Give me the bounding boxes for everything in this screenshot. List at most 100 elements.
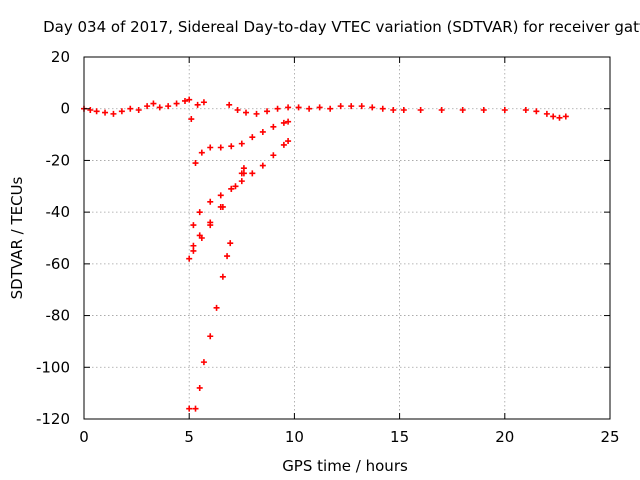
- data-point: [196, 384, 203, 391]
- data-point: [232, 183, 239, 190]
- y-axis-label: SDTVAR / TECUs: [8, 176, 26, 299]
- data-point: [207, 222, 214, 229]
- data-point: [165, 103, 172, 110]
- data-point: [93, 108, 100, 115]
- data-point: [190, 222, 197, 229]
- data-points: [81, 96, 569, 412]
- data-point: [190, 247, 197, 254]
- data-point: [306, 105, 313, 112]
- data-point: [228, 185, 235, 192]
- data-point: [144, 103, 151, 110]
- data-point: [228, 143, 235, 150]
- data-point: [417, 107, 424, 114]
- data-point: [234, 107, 241, 114]
- data-point: [522, 107, 529, 114]
- x-axis: 0 5 10 15 20 25: [79, 57, 620, 446]
- y-tick-label: -80: [46, 307, 71, 325]
- data-point: [240, 165, 247, 172]
- data-point: [127, 105, 134, 112]
- data-point: [249, 134, 256, 141]
- data-point: [280, 141, 287, 148]
- x-axis-label: GPS time / hours: [282, 457, 408, 475]
- data-point: [190, 242, 197, 249]
- data-point: [501, 107, 508, 114]
- grid-lines: [84, 57, 610, 419]
- data-point: [217, 192, 224, 199]
- chart-title: Day 034 of 2017, Sidereal Day-to-day VTE…: [43, 18, 640, 36]
- data-point: [270, 123, 277, 130]
- data-point: [533, 108, 540, 115]
- data-point: [480, 107, 487, 114]
- x-tick-label: 20: [495, 428, 514, 446]
- data-point: [207, 144, 214, 151]
- data-point: [238, 140, 245, 147]
- data-point: [348, 103, 355, 110]
- y-tick-label: 20: [51, 48, 70, 66]
- data-point: [280, 119, 287, 126]
- data-point: [186, 96, 193, 103]
- data-point: [192, 160, 199, 167]
- data-point: [274, 105, 281, 112]
- data-point: [87, 107, 94, 114]
- data-point: [118, 108, 125, 115]
- data-point: [156, 104, 163, 111]
- data-point: [110, 110, 117, 117]
- data-point: [224, 253, 231, 260]
- data-point: [217, 144, 224, 151]
- x-tick-label: 10: [285, 428, 304, 446]
- data-point: [327, 105, 334, 112]
- data-point: [550, 113, 557, 120]
- y-tick-label: -100: [36, 358, 70, 376]
- data-point: [186, 255, 193, 262]
- data-point: [270, 152, 277, 159]
- data-point: [285, 118, 292, 125]
- y-tick-label: -40: [46, 203, 71, 221]
- data-point: [207, 333, 214, 340]
- y-tick-label: -20: [46, 151, 71, 169]
- plot-frame: [83, 56, 611, 420]
- data-point: [207, 198, 214, 205]
- y-tick-label: -120: [36, 410, 70, 428]
- data-point: [543, 110, 550, 117]
- data-point: [253, 110, 260, 117]
- data-point: [219, 273, 226, 280]
- data-point: [135, 107, 142, 114]
- y-tick-label: 0: [60, 100, 70, 118]
- data-point: [240, 170, 247, 177]
- data-point: [459, 107, 466, 114]
- data-point: [226, 101, 233, 108]
- data-point: [238, 178, 245, 185]
- data-point: [295, 104, 302, 111]
- data-point: [188, 116, 195, 123]
- data-point: [173, 100, 180, 107]
- data-point: [358, 103, 365, 110]
- data-point: [556, 114, 563, 121]
- data-point: [316, 104, 323, 111]
- data-point: [198, 149, 205, 156]
- data-point: [390, 107, 397, 114]
- data-point: [192, 405, 199, 412]
- x-tick-label: 15: [390, 428, 409, 446]
- data-point: [400, 107, 407, 114]
- data-point: [181, 97, 188, 104]
- y-axis: 20 0 -20 -40 -60 -80 -100 -120: [36, 48, 610, 428]
- x-tick-label: 25: [600, 428, 619, 446]
- data-point: [200, 99, 207, 106]
- data-point: [213, 304, 220, 311]
- data-point: [285, 104, 292, 111]
- data-point: [337, 103, 344, 110]
- data-point: [259, 128, 266, 135]
- x-tick-label: 0: [79, 428, 89, 446]
- data-point: [285, 138, 292, 145]
- data-point: [264, 108, 271, 115]
- data-point: [249, 170, 256, 177]
- data-point: [369, 104, 376, 111]
- data-point: [219, 203, 226, 210]
- data-point: [438, 107, 445, 114]
- data-point: [186, 405, 193, 412]
- data-point: [259, 162, 266, 169]
- data-point: [379, 105, 386, 112]
- data-point: [196, 209, 203, 216]
- data-point: [102, 109, 109, 116]
